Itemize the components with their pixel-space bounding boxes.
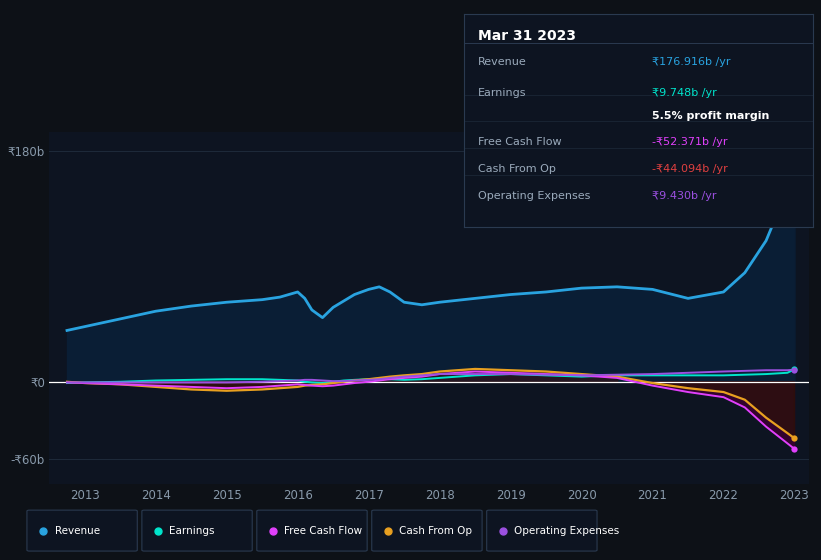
Text: Revenue: Revenue: [478, 57, 526, 67]
Text: 5.5% profit margin: 5.5% profit margin: [653, 111, 769, 121]
Text: -₹52.371b /yr: -₹52.371b /yr: [653, 137, 727, 147]
Text: ₹9.430b /yr: ₹9.430b /yr: [653, 190, 717, 200]
Text: Cash From Op: Cash From Op: [478, 164, 556, 174]
FancyBboxPatch shape: [142, 510, 252, 551]
Text: Operating Expenses: Operating Expenses: [478, 190, 590, 200]
FancyBboxPatch shape: [257, 510, 367, 551]
FancyBboxPatch shape: [27, 510, 137, 551]
Text: Operating Expenses: Operating Expenses: [514, 526, 620, 535]
Text: -₹44.094b /yr: -₹44.094b /yr: [653, 164, 728, 174]
Text: Revenue: Revenue: [54, 526, 99, 535]
Text: ₹9.748b /yr: ₹9.748b /yr: [653, 88, 717, 99]
Text: Earnings: Earnings: [169, 526, 215, 535]
FancyBboxPatch shape: [372, 510, 482, 551]
Text: Free Cash Flow: Free Cash Flow: [284, 526, 363, 535]
Text: Free Cash Flow: Free Cash Flow: [478, 137, 562, 147]
FancyBboxPatch shape: [487, 510, 597, 551]
Text: Cash From Op: Cash From Op: [399, 526, 472, 535]
Text: Mar 31 2023: Mar 31 2023: [478, 29, 576, 43]
Text: ₹176.916b /yr: ₹176.916b /yr: [653, 57, 731, 67]
Text: Earnings: Earnings: [478, 88, 526, 99]
